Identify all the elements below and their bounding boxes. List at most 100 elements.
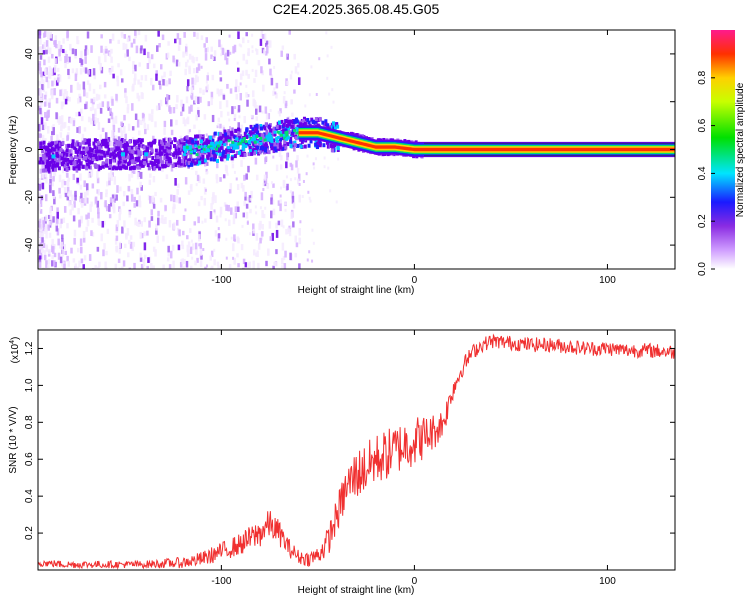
noise-cell xyxy=(38,96,41,102)
ridge-core-cell xyxy=(203,144,207,148)
noise-cell xyxy=(186,59,189,63)
ridge-core-cell xyxy=(239,141,243,145)
noise-cell xyxy=(237,31,240,39)
ridge-cell xyxy=(102,140,106,145)
ridge-cell xyxy=(326,123,330,128)
noise-cell xyxy=(191,55,194,63)
ridge-cell xyxy=(144,158,148,163)
noise-cell xyxy=(72,120,76,127)
noise-cell xyxy=(140,45,143,51)
ridge-cell xyxy=(257,151,261,156)
noise-cell xyxy=(182,214,186,221)
ridge-cell xyxy=(127,146,131,151)
noise-cell xyxy=(197,110,200,118)
noise-cell xyxy=(198,129,201,136)
ridge-cell xyxy=(55,151,59,156)
ridge-cell xyxy=(193,161,197,166)
ridge-cell xyxy=(149,151,153,156)
noise-cell xyxy=(95,93,99,101)
ridge-cell xyxy=(190,162,194,167)
noise-cell xyxy=(113,179,117,185)
noise-cell xyxy=(107,136,111,142)
noise-cell xyxy=(166,257,170,262)
noise-cell xyxy=(263,49,266,55)
noise-cell xyxy=(70,84,73,93)
ridge-cell xyxy=(106,151,110,156)
ridge-cell xyxy=(165,152,169,157)
noise-cell xyxy=(247,94,250,98)
noise-cell xyxy=(100,191,103,200)
noise-cell xyxy=(265,112,269,120)
noise-cell xyxy=(122,191,126,197)
noise-cell xyxy=(193,100,196,105)
ridge-cell xyxy=(65,144,69,149)
noise-cell xyxy=(61,165,65,174)
noise-cell xyxy=(274,91,277,95)
noise-cell xyxy=(240,244,244,251)
noise-cell xyxy=(172,260,175,269)
noise-cell xyxy=(123,114,126,121)
ridge-cell xyxy=(63,157,67,162)
ridge-cell xyxy=(258,150,262,155)
noise-cell xyxy=(74,190,77,197)
noise-cell xyxy=(206,47,209,53)
noise-cell xyxy=(278,151,282,158)
noise-cell xyxy=(49,207,52,214)
noise-cell xyxy=(263,174,267,181)
ridge-cell xyxy=(160,145,164,150)
noise-cell xyxy=(61,261,64,267)
noise-cell xyxy=(259,38,263,46)
ridge-cell xyxy=(158,166,162,171)
noise-cell xyxy=(217,227,220,231)
noise-cell xyxy=(274,262,278,267)
noise-cell xyxy=(218,39,221,48)
noise-cell xyxy=(232,46,235,54)
noise-cell xyxy=(240,124,243,129)
noise-cell xyxy=(307,190,310,194)
ridge-cell xyxy=(46,164,50,169)
noise-cell xyxy=(234,86,238,93)
noise-cell xyxy=(201,220,204,224)
colorbar-tick-label: 0.8 xyxy=(697,70,708,84)
ridge-cell xyxy=(206,155,210,160)
noise-cell xyxy=(297,71,300,75)
ridge-cell xyxy=(198,134,202,139)
ridge-cell xyxy=(301,118,305,123)
ridge-cell xyxy=(88,160,92,165)
ridge-cell xyxy=(44,164,48,169)
noise-cell xyxy=(97,56,101,65)
noise-cell xyxy=(47,214,51,219)
noise-cell xyxy=(182,117,186,124)
noise-cell xyxy=(237,206,240,212)
noise-cell xyxy=(51,80,54,87)
ridge-cell xyxy=(185,152,189,157)
noise-cell xyxy=(281,242,285,251)
ridge-cell xyxy=(97,151,101,156)
noise-cell xyxy=(186,244,189,253)
noise-cell xyxy=(131,168,135,174)
noise-cell xyxy=(125,96,128,104)
noise-cell xyxy=(44,122,47,130)
noise-cell xyxy=(63,121,67,128)
noise-cell xyxy=(104,261,107,269)
noise-cell xyxy=(245,173,248,180)
ridge-core-cell xyxy=(204,149,208,153)
ridge-core-cell xyxy=(239,140,243,144)
noise-cell xyxy=(144,34,148,42)
noise-cell xyxy=(288,30,291,35)
ridge-cell xyxy=(179,161,183,166)
ridge-cell xyxy=(237,132,241,137)
noise-cell xyxy=(40,218,44,225)
ridge-cell xyxy=(108,160,112,165)
noise-cell xyxy=(91,217,94,223)
noise-cell xyxy=(213,50,217,56)
ridge-cell xyxy=(331,121,335,126)
noise-cell xyxy=(280,127,283,131)
ridge-cell xyxy=(46,159,50,164)
ridge-cell xyxy=(239,152,243,157)
ridge-cell xyxy=(39,157,43,162)
noise-cell xyxy=(226,111,230,116)
noise-cell xyxy=(296,167,300,174)
noise-cell xyxy=(164,217,167,224)
ridge-cell xyxy=(273,132,277,137)
